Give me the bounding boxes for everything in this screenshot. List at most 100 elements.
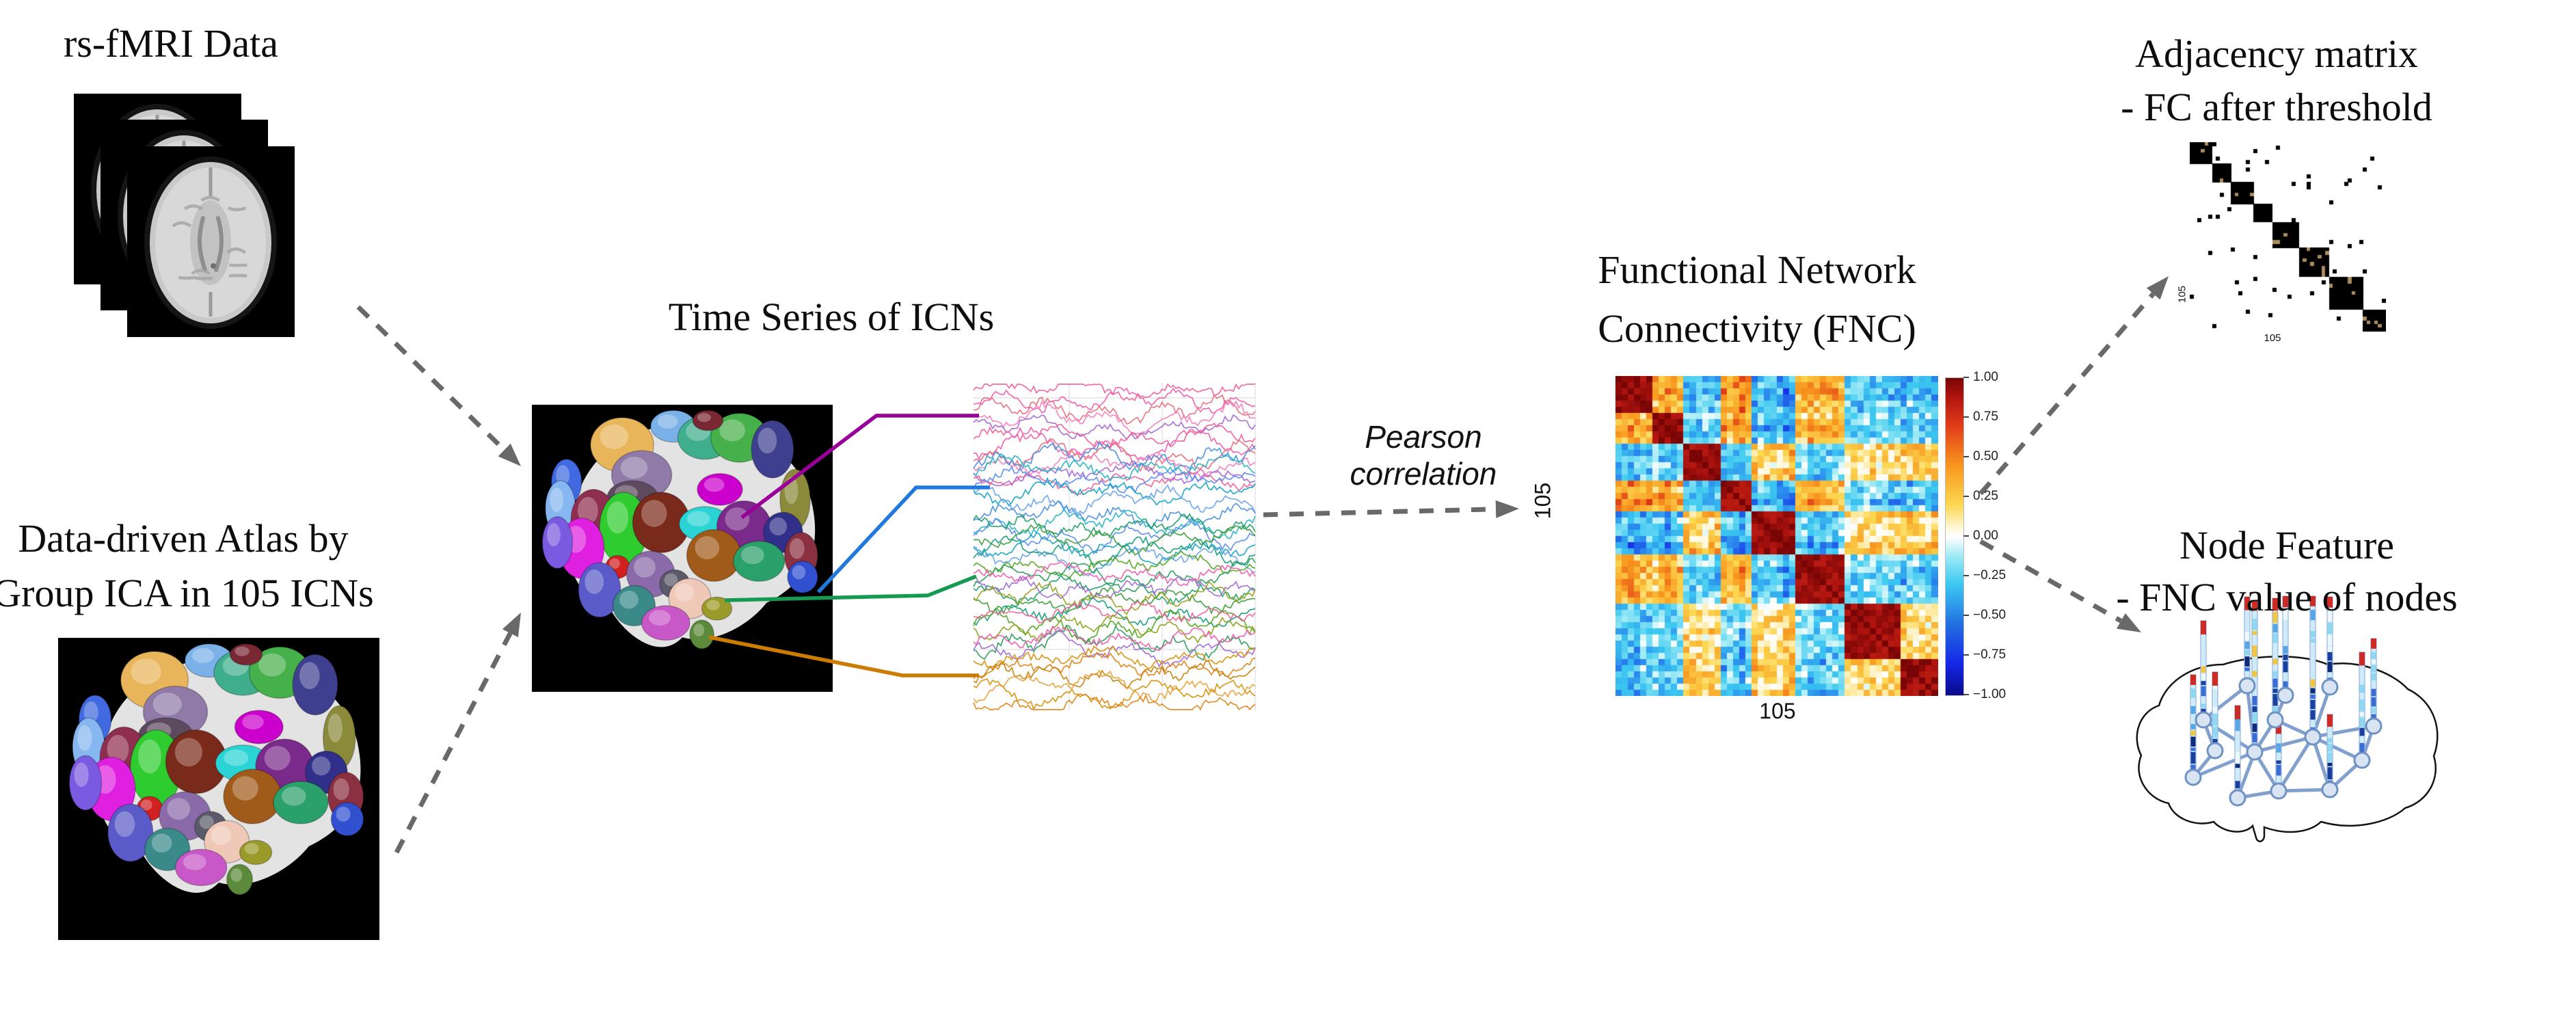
- graph-node: [2277, 686, 2294, 704]
- adjacency-y-axis-label: 105: [2176, 285, 2188, 304]
- timeseries-trace-pink: [973, 414, 1256, 440]
- node-feature-bar: [2190, 674, 2197, 771]
- pearson-label-line2: correlation: [1350, 456, 1497, 492]
- colorbar-tick-label: 0.75: [1973, 410, 1998, 424]
- connector-purple-line: [740, 414, 979, 520]
- timeseries-trace-orange: [973, 660, 1256, 689]
- atlas-title-line1: Data-driven Atlas by: [18, 516, 349, 561]
- graph-node: [2304, 728, 2322, 746]
- colorbar-tick-label: 0.00: [1973, 528, 1998, 543]
- graph-edge: [2202, 684, 2249, 721]
- timeseries-trace-green: [973, 597, 1256, 628]
- timeseries-trace-pink: [973, 460, 1256, 487]
- graph-node: [2353, 751, 2371, 769]
- timeseries-trace-orange: [973, 652, 1256, 680]
- colorbar-tick-mark: [1963, 416, 1969, 418]
- fnc-colorbar: [1945, 377, 1964, 696]
- adjacency-x-axis-label: 105: [2264, 332, 2281, 344]
- colorbar-tick-label: −1.00: [1973, 687, 2007, 701]
- timeseries-trace-green: [973, 550, 1256, 580]
- colorbar-tick-mark: [1963, 456, 1969, 457]
- connector-blue-line: [816, 485, 990, 593]
- colorbar-tick-label: −0.75: [1973, 647, 2007, 662]
- colorbar-tick-label: 0.50: [1973, 449, 1998, 464]
- graph-node: [2246, 743, 2264, 761]
- dashed-arrow-fmri-to-brain: [356, 305, 521, 466]
- colorbar-tick-mark: [1963, 496, 1969, 497]
- dashed-arrow-pearson: [1263, 500, 1519, 518]
- graph-edge: [2311, 735, 2363, 762]
- node-feature-title-line1: Node Feature: [2179, 523, 2395, 567]
- graph-node: [2206, 742, 2224, 760]
- timeseries-trace-green: [973, 522, 1256, 556]
- fnc-heatmap: [1615, 376, 1938, 696]
- graph-node: [2184, 768, 2202, 786]
- node-feature-graph: [2136, 595, 2439, 842]
- timeseries-trace-green: [973, 513, 1256, 537]
- adjacency-title-line2: - FC after threshold: [2121, 85, 2432, 129]
- graph-edge: [2277, 736, 2315, 792]
- colorbar-tick-label: −0.50: [1973, 608, 2007, 622]
- brain-outline: [2136, 656, 2439, 842]
- timeseries-trace-pink: [973, 468, 1256, 495]
- colorbar-tick-label: 0.25: [1973, 489, 1998, 503]
- atlas-title-line2: Group ICA in 105 ICNs: [0, 571, 374, 615]
- node-feature-bar: [2326, 596, 2333, 681]
- node-feature-bar: [2200, 620, 2207, 714]
- node-feature-bar: [2234, 705, 2241, 792]
- rsfmri-title: rs-fMRI Data: [63, 21, 279, 66]
- timeseries-trace-mixed: [973, 600, 1256, 623]
- graph-edge: [2278, 788, 2331, 793]
- timeseries-trace-pink: [973, 394, 1256, 425]
- timeseries-trace-blue: [973, 477, 1256, 507]
- node-feature-bar: [2359, 652, 2365, 754]
- adjacency-title-line1: Adjacency matrix: [2135, 31, 2418, 76]
- mri-slice-image: [127, 146, 295, 337]
- node-feature-bar: [2275, 721, 2282, 785]
- timeseries-trace-green: [973, 574, 1256, 606]
- graph-node: [2365, 717, 2383, 735]
- pearson-label-line1: Pearson: [1365, 419, 1482, 455]
- atlas-title: Data-driven Atlas by Group ICA in 105 IC…: [0, 511, 388, 621]
- timeseries-trace-pink: [973, 438, 1256, 472]
- timeseries-trace-pink: [973, 400, 1256, 435]
- node-feature-title: Node Feature - FNC value of nodes: [2082, 520, 2492, 623]
- colorbar-tick-mark: [1963, 535, 1969, 537]
- connector-orange-line: [708, 635, 979, 677]
- fnc-title: Functional Network Connectivity (FNC): [1552, 241, 1962, 358]
- timeseries-trace-pink: [973, 422, 1256, 448]
- timeseries-trace-orange: [973, 677, 1256, 711]
- colorbar-tick-mark: [1963, 575, 1969, 576]
- timeseries-trace-blue: [973, 453, 1256, 482]
- adjacency-title: Adjacency matrix - FC after threshold: [2071, 27, 2482, 134]
- graph-edge: [2254, 735, 2313, 754]
- colorbar-tick-label: 1.00: [1973, 370, 1998, 384]
- graph-node: [2238, 677, 2256, 695]
- node-feature-bar: [2326, 714, 2333, 783]
- timeseries-trace-blue: [973, 500, 1256, 530]
- graph-node: [2195, 711, 2212, 729]
- timeseries-trace-blue: [973, 546, 1256, 577]
- graph-node: [2229, 789, 2246, 807]
- icn-brain-image: [532, 405, 833, 692]
- timeseries-trace-pink: [973, 386, 1256, 414]
- icn-timeseries-plot: [973, 383, 1257, 711]
- connector-green-line: [724, 574, 978, 602]
- dashed-arrow-fnc-to-adjacency: [1978, 276, 2169, 496]
- fnc-title-line2: Connectivity (FNC): [1598, 306, 1916, 351]
- fnc-y-axis-label: 105: [1530, 482, 1555, 520]
- colorbar-tick-mark: [1963, 377, 1969, 378]
- timeseries-trace-mixed: [973, 625, 1256, 651]
- dashed-arrow-atlas-to-brain: [394, 613, 521, 854]
- timeseries-trace-blue: [973, 484, 1256, 515]
- timeseries-trace-orange: [973, 669, 1256, 703]
- graph-node: [2321, 781, 2339, 798]
- timeseries-trace-mixed: [973, 575, 1256, 600]
- graph-node: [2266, 711, 2284, 729]
- adjacency-matrix-image: [2190, 142, 2386, 332]
- fnc-title-line1: Functional Network: [1598, 247, 1916, 292]
- graph-edge: [2192, 750, 2255, 779]
- timeseries-trace-green: [973, 535, 1256, 567]
